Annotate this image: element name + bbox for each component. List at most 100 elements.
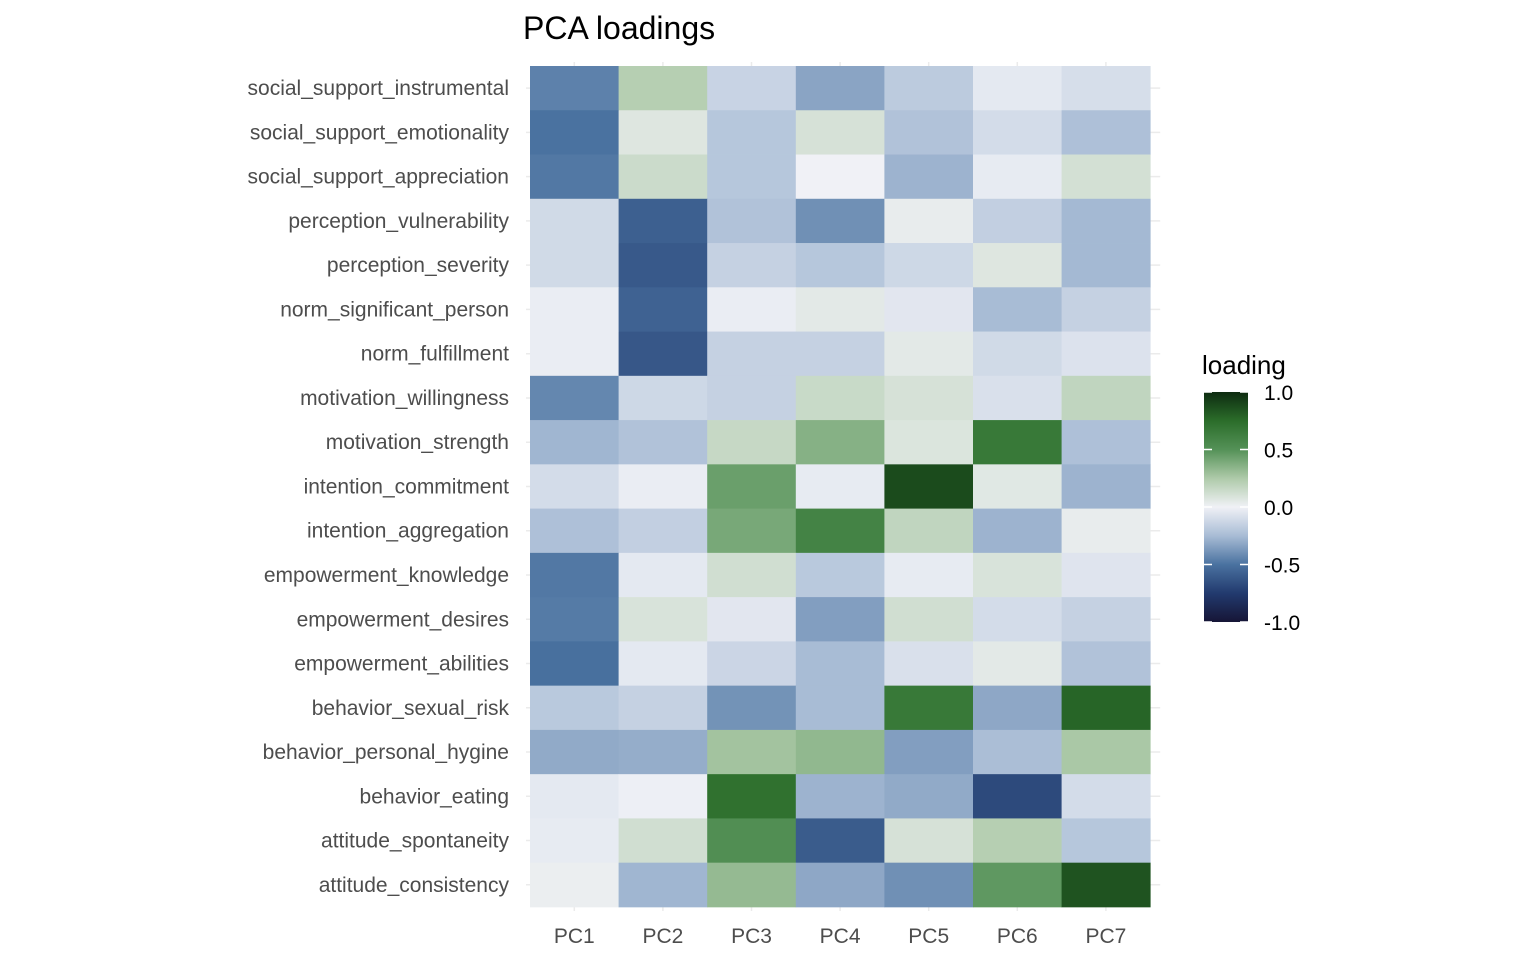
- heatmap-cell-empowerment_abilities-PC1: [530, 641, 619, 687]
- heatmap-cell-empowerment_desires-PC5: [884, 597, 974, 642]
- heatmap-cell-behavior_sexual_risk-PC1: [530, 685, 619, 731]
- heatmap-cell-motivation_willingness-PC7: [1061, 375, 1151, 421]
- heatmap-cell-social_support_appreciation-PC5: [884, 154, 974, 200]
- y-tick-label-empowerment_knowledge: empowerment_knowledge: [264, 564, 509, 587]
- heatmap-cell-empowerment_abilities-PC5: [884, 641, 974, 687]
- heatmap-cell-empowerment_desires-PC1: [530, 597, 619, 642]
- colorbar-label: -1.0: [1264, 612, 1300, 635]
- heatmap-cell-motivation_willingness-PC5: [884, 375, 974, 421]
- heatmap-cell-social_support_instrumental-PC6: [973, 66, 1062, 111]
- heatmap-cell-empowerment_desires-PC7: [1061, 597, 1151, 642]
- heatmap-cell-motivation_willingness-PC1: [530, 375, 619, 421]
- heatmap-cell-behavior_eating-PC6: [973, 774, 1062, 819]
- heatmap-cell-behavior_eating-PC3: [707, 774, 797, 819]
- heatmap-cell-perception_vulnerability-PC5: [884, 198, 974, 244]
- heatmap-cell-behavior_sexual_risk-PC5: [884, 685, 974, 731]
- heatmap-cell-intention_commitment-PC2: [618, 464, 708, 509]
- heatmap-cell-norm_significant_person-PC7: [1061, 287, 1151, 332]
- y-tick-label-behavior_eating: behavior_eating: [360, 785, 509, 808]
- heatmap-cell-attitude_consistency-PC2: [618, 862, 708, 908]
- y-tick-label-motivation_strength: motivation_strength: [326, 431, 509, 454]
- heatmap-cell-perception_vulnerability-PC7: [1061, 198, 1151, 244]
- heatmap-cell-attitude_spontaneity-PC6: [973, 818, 1062, 864]
- chart-title: PCA loadings: [523, 10, 715, 46]
- y-tick-label-intention_commitment: intention_commitment: [304, 475, 510, 498]
- heatmap-cell-perception_severity-PC7: [1061, 243, 1151, 288]
- heatmap-cell-perception_severity-PC5: [884, 243, 974, 288]
- heatmap-cell-perception_vulnerability-PC4: [795, 198, 885, 244]
- y-tick-label-perception_severity: perception_severity: [327, 254, 510, 277]
- heatmap-cell-perception_severity-PC1: [530, 243, 619, 288]
- heatmap-cell-social_support_appreciation-PC6: [973, 154, 1062, 200]
- heatmap-cell-empowerment_abilities-PC3: [707, 641, 797, 687]
- heatmap-cell-attitude_spontaneity-PC5: [884, 818, 974, 864]
- colorbar-title: loading: [1202, 350, 1286, 380]
- heatmap-cell-social_support_appreciation-PC4: [795, 154, 885, 200]
- heatmap-cell-behavior_eating-PC1: [530, 774, 619, 819]
- heatmap-cell-norm_fulfillment-PC2: [618, 331, 708, 377]
- x-tick-label-PC2: PC2: [642, 925, 683, 948]
- heatmap-cell-norm_significant_person-PC2: [618, 287, 708, 332]
- y-tick-label-empowerment_abilities: empowerment_abilities: [294, 653, 509, 676]
- heatmap-cell-empowerment_knowledge-PC7: [1061, 552, 1151, 598]
- heatmap-cell-behavior_eating-PC2: [618, 774, 708, 819]
- heatmap-cell-intention_commitment-PC1: [530, 464, 619, 509]
- heatmap-cell-motivation_strength-PC3: [707, 420, 797, 465]
- y-tick-label-behavior_sexual_risk: behavior_sexual_risk: [312, 697, 510, 720]
- heatmap-cell-motivation_willingness-PC6: [973, 375, 1062, 421]
- x-tick-label-PC5: PC5: [908, 925, 949, 948]
- x-axis-labels: PC1 PC2 PC3 PC4 PC5 PC6 PC7: [554, 925, 1126, 948]
- y-tick-label-attitude_consistency: attitude_consistency: [319, 874, 510, 897]
- y-tick-label-motivation_willingness: motivation_willingness: [300, 387, 509, 410]
- heatmap-tiles: [530, 66, 1151, 908]
- heatmap-cell-attitude_consistency-PC3: [707, 862, 797, 908]
- heatmap-cell-attitude_consistency-PC1: [530, 862, 619, 908]
- heatmap-cell-social_support_appreciation-PC3: [707, 154, 797, 200]
- heatmap-cell-perception_vulnerability-PC6: [973, 198, 1062, 244]
- heatmap-cell-empowerment_knowledge-PC2: [618, 552, 708, 598]
- heatmap-cell-norm_fulfillment-PC5: [884, 331, 974, 377]
- heatmap-cell-behavior_sexual_risk-PC4: [795, 685, 885, 731]
- heatmap-cell-attitude_spontaneity-PC2: [618, 818, 708, 864]
- heatmap-cell-empowerment_knowledge-PC5: [884, 552, 974, 598]
- y-tick-label-social_support_appreciation: social_support_appreciation: [247, 166, 509, 189]
- heatmap-cell-motivation_willingness-PC3: [707, 375, 797, 421]
- heatmap-cell-motivation_strength-PC7: [1061, 420, 1151, 465]
- heatmap-cell-norm_significant_person-PC3: [707, 287, 797, 332]
- heatmap-cell-behavior_personal_hygine-PC7: [1061, 729, 1151, 775]
- heatmap-cell-social_support_instrumental-PC1: [530, 66, 619, 111]
- heatmap-cell-social_support_appreciation-PC7: [1061, 154, 1151, 200]
- heatmap-cell-behavior_sexual_risk-PC2: [618, 685, 708, 731]
- heatmap-cell-motivation_willingness-PC2: [618, 375, 708, 421]
- heatmap-cell-intention_aggregation-PC4: [795, 508, 885, 554]
- heatmap-cell-social_support_instrumental-PC7: [1061, 66, 1151, 111]
- heatmap-cell-intention_commitment-PC5: [884, 464, 974, 509]
- y-tick-label-norm_fulfillment: norm_fulfillment: [361, 343, 509, 366]
- heatmap-cell-behavior_personal_hygine-PC2: [618, 729, 708, 775]
- heatmap-cell-motivation_strength-PC2: [618, 420, 708, 465]
- heatmap-cell-attitude_consistency-PC6: [973, 862, 1062, 908]
- heatmap-cell-social_support_emotionality-PC3: [707, 110, 797, 155]
- heatmap-cell-norm_significant_person-PC4: [795, 287, 885, 332]
- y-tick-label-social_support_emotionality: social_support_emotionality: [250, 121, 510, 144]
- heatmap-cell-behavior_eating-PC4: [795, 774, 885, 819]
- heatmap-cell-intention_aggregation-PC5: [884, 508, 974, 554]
- x-tick-label-PC6: PC6: [997, 925, 1038, 948]
- heatmap-cell-empowerment_abilities-PC2: [618, 641, 708, 687]
- heatmap-cell-norm_significant_person-PC5: [884, 287, 974, 332]
- heatmap-cell-intention_commitment-PC4: [795, 464, 885, 509]
- heatmap-cell-empowerment_knowledge-PC4: [795, 552, 885, 598]
- heatmap-cell-intention_aggregation-PC3: [707, 508, 797, 554]
- heatmap-cell-perception_severity-PC3: [707, 243, 797, 288]
- heatmap-cell-social_support_emotionality-PC6: [973, 110, 1062, 155]
- heatmap-cell-norm_fulfillment-PC3: [707, 331, 797, 377]
- heatmap-cell-behavior_sexual_risk-PC6: [973, 685, 1062, 731]
- heatmap-cell-perception_vulnerability-PC2: [618, 198, 708, 244]
- x-tick-label-PC1: PC1: [554, 925, 595, 948]
- heatmap-cell-intention_commitment-PC6: [973, 464, 1062, 509]
- x-tick-label-PC4: PC4: [820, 925, 861, 948]
- heatmap-cell-behavior_personal_hygine-PC4: [795, 729, 885, 775]
- heatmap-cell-norm_fulfillment-PC4: [795, 331, 885, 377]
- heatmap-cell-empowerment_knowledge-PC6: [973, 552, 1062, 598]
- heatmap-cell-norm_fulfillment-PC6: [973, 331, 1062, 377]
